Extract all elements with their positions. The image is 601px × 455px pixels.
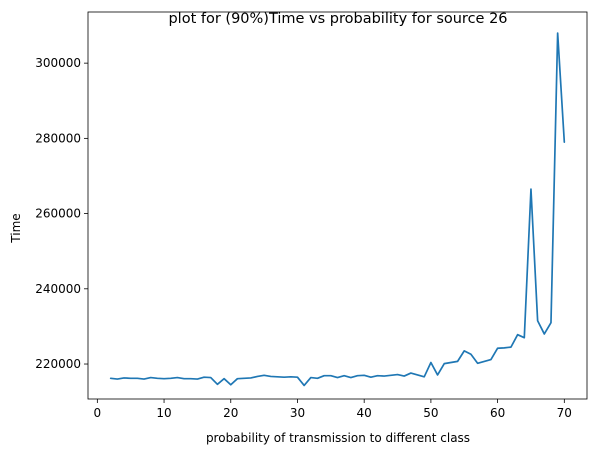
y-tick-label: 240000	[35, 282, 81, 296]
x-tick-label: 70	[557, 406, 572, 420]
x-tick-label: 50	[423, 406, 438, 420]
y-tick-label: 260000	[35, 207, 81, 221]
y-axis-ticks: 220000 240000 260000 280000 300000	[35, 56, 88, 371]
plot-frame	[87, 11, 588, 400]
y-axis-label: Time	[9, 213, 23, 243]
x-tick-label: 40	[357, 406, 372, 420]
y-tick-label: 220000	[35, 357, 81, 371]
x-tick-label: 20	[223, 406, 238, 420]
x-axis-label: probability of transmission to different…	[206, 431, 470, 445]
x-tick-label: 10	[156, 406, 171, 420]
x-tick-label: 30	[290, 406, 305, 420]
series-line	[109, 32, 566, 387]
x-tick-label: 0	[94, 406, 102, 420]
y-tick-label: 300000	[35, 56, 81, 70]
x-tick-label: 60	[490, 406, 505, 420]
y-tick-label: 280000	[35, 131, 81, 145]
x-axis-ticks: 0 10 20 30 40 50 60 70	[94, 399, 572, 420]
chart-title: plot for (90%)Time vs probability for so…	[168, 11, 507, 27]
